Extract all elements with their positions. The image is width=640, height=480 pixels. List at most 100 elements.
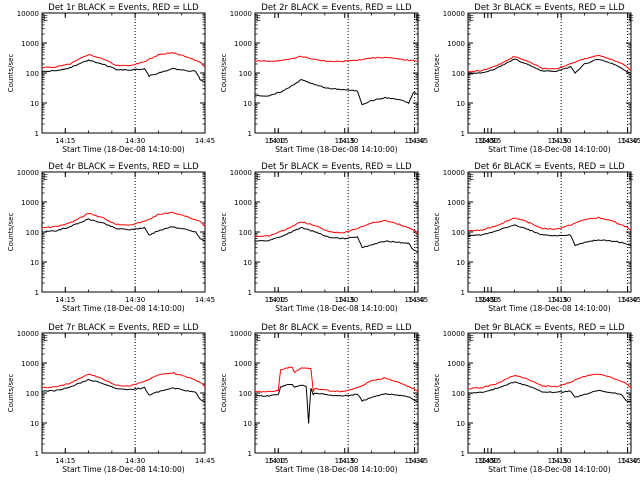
plot-title: Det 7r BLACK = Events, RED = LLD [48, 323, 199, 333]
y-tick-label: 1000 [234, 360, 252, 368]
plot-frame [254, 12, 419, 134]
x-tick-label: 14:30 [551, 296, 571, 304]
e-marker-label: E [469, 173, 474, 182]
x-tick-label: 14:15 [268, 137, 288, 145]
x-tick-label: 15:45 [474, 457, 494, 465]
plot-title: Det 5r BLACK = Events, RED = LLD [261, 162, 412, 172]
x-tick-label: 15:30 [617, 457, 637, 465]
y-axis-label: Counts/sec [433, 54, 441, 93]
y-tick-label: 10 [243, 420, 252, 428]
x-tick-label: 14:15 [481, 296, 501, 304]
y-tick-label: 1000 [234, 40, 252, 48]
detector-panel-9: Det 9r BLACK = Events, RED = LLD 1 10 100 10… [433, 323, 640, 474]
x-axis-label: Start Time (18-Dec-08 14:10:00) [275, 465, 397, 474]
series-line-lld [467, 373, 632, 390]
series-line-events [41, 378, 206, 403]
series-line-events [254, 78, 419, 106]
y-axis-label: Counts/sec [433, 213, 441, 252]
x-axis-label: Start Time (18-Dec-08 14:10:00) [62, 465, 184, 474]
y-tick-label: 1000 [447, 360, 465, 368]
x-tick-label: 14:45 [195, 137, 215, 145]
series-line-lld [41, 372, 206, 389]
y-axis-label: Counts/sec [7, 54, 15, 93]
e-marker-label: E [43, 173, 48, 182]
plot-title: Det 3r BLACK = Events, RED = LLD [474, 3, 625, 13]
plot-frame [467, 332, 632, 454]
y-tick-label: 100 [26, 70, 39, 78]
y-tick-label: 100 [452, 229, 465, 237]
y-tick-label: 10 [243, 259, 252, 267]
y-tick-label: 100 [239, 70, 252, 78]
x-tick-label: 15:15 [548, 137, 568, 145]
x-tick-label: 14:30 [551, 457, 571, 465]
y-tick-label: 10 [30, 100, 39, 108]
x-tick-label: 14:15 [55, 296, 75, 304]
y-tick-label: 10000 [17, 330, 39, 338]
y-tick-label: 100 [452, 70, 465, 78]
x-tick-label: 14:15 [268, 457, 288, 465]
x-tick-label: 15:15 [548, 457, 568, 465]
y-axis-label: Counts/sec [220, 54, 228, 93]
x-tick-label: 14:30 [125, 137, 145, 145]
y-tick-label: 1000 [234, 199, 252, 207]
x-tick-label: 14:30 [338, 137, 358, 145]
y-axis-label: Counts/sec [7, 374, 15, 413]
y-axis-label: Counts/sec [220, 374, 228, 413]
y-tick-label: 10000 [17, 10, 39, 18]
y-axis-label: Counts/sec [433, 374, 441, 413]
x-tick-label: 15:30 [404, 137, 424, 145]
y-tick-label: 10 [456, 100, 465, 108]
detector-panel-2: Det 2r BLACK = Events, RED = LLD 1 10 100 10… [220, 3, 638, 154]
x-tick-label: 15:15 [548, 296, 568, 304]
x-tick-label: 15:45 [474, 137, 494, 145]
y-tick-label: 10000 [230, 10, 252, 18]
x-tick-label: 15:00 [478, 137, 498, 145]
plot-frame [467, 12, 632, 134]
y-tick-label: 10 [243, 100, 252, 108]
y-tick-label: 10000 [443, 169, 465, 177]
x-tick-label: 14:45 [621, 137, 640, 145]
y-tick-label: 1000 [21, 40, 39, 48]
x-tick-label: 14:30 [125, 457, 145, 465]
x-tick-label: 14:30 [338, 457, 358, 465]
detector-panel-6: Det 6r BLACK = Events, RED = LLD 1 10 100 10… [433, 162, 640, 313]
plot-title: Det 9r BLACK = Events, RED = LLD [474, 323, 625, 333]
x-tick-label: 15:15 [335, 296, 355, 304]
plot-title: Det 4r BLACK = Events, RED = LLD [48, 162, 199, 172]
y-tick-label: 1 [248, 130, 252, 138]
series-line-events [254, 384, 419, 424]
plot-frame [254, 332, 419, 454]
plot-title: Det 6r BLACK = Events, RED = LLD [474, 162, 625, 172]
y-tick-label: 1 [248, 450, 252, 458]
detector-panel-8: Det 8r BLACK = Events, RED = LLD 1 10 100 10… [220, 323, 638, 474]
y-tick-label: 10000 [443, 330, 465, 338]
e-marker-label: E [256, 14, 261, 23]
x-axis-label: Start Time (18-Dec-08 14:10:00) [275, 304, 397, 313]
series-line-lld [467, 216, 632, 232]
plot-title: Det 8r BLACK = Events, RED = LLD [261, 323, 412, 333]
x-tick-label: 15:45 [474, 296, 494, 304]
y-tick-label: 10000 [17, 169, 39, 177]
series-line-events [41, 59, 206, 83]
detector-panel-4: Det 4r BLACK = Events, RED = LLD 1 10 100 10… [7, 162, 495, 313]
y-tick-label: 10 [30, 259, 39, 267]
y-tick-label: 1000 [21, 360, 39, 368]
x-tick-label: 14:30 [125, 296, 145, 304]
plot-title: Det 1r BLACK = Events, RED = LLD [48, 3, 199, 13]
y-tick-label: 10 [30, 420, 39, 428]
y-tick-label: 100 [239, 390, 252, 398]
detector-panel-7: Det 7r BLACK = Events, RED = LLD 1 10 100 10… [7, 323, 495, 474]
x-tick-label: 15:00 [265, 137, 285, 145]
x-axis-label: Start Time (18-Dec-08 14:10:00) [62, 145, 184, 154]
y-tick-label: 1 [35, 130, 39, 138]
x-tick-label: 15:00 [478, 457, 498, 465]
e-marker-label: E [43, 14, 48, 23]
y-tick-label: 100 [26, 390, 39, 398]
plot-title: Det 2r BLACK = Events, RED = LLD [261, 3, 412, 13]
e-marker-label: E [43, 334, 48, 343]
x-tick-label: 15:00 [478, 296, 498, 304]
series-line-lld [254, 366, 419, 393]
y-tick-label: 10 [456, 420, 465, 428]
e-marker-label: E [469, 14, 474, 23]
